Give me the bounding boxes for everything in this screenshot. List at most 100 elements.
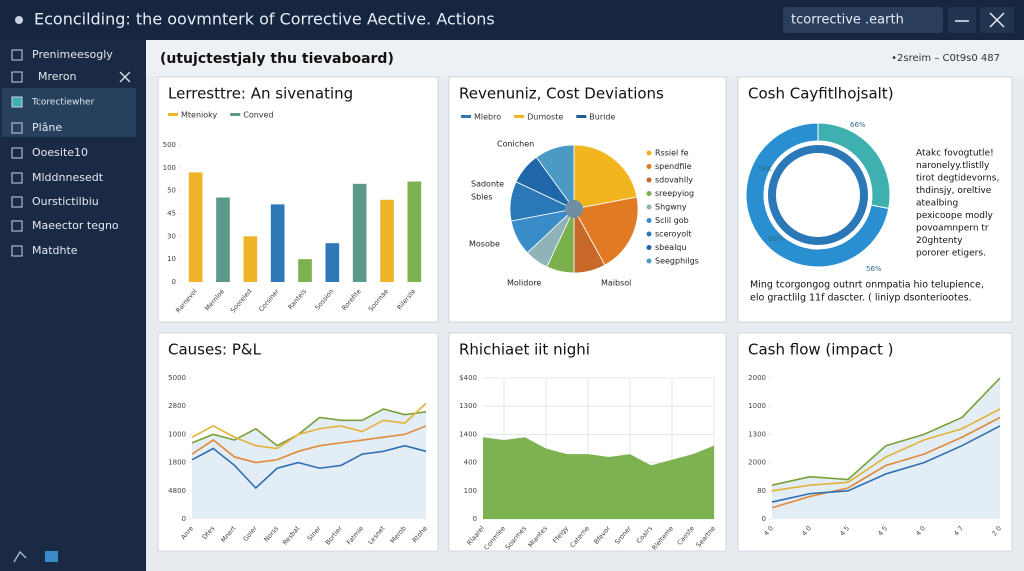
donut-text: atealbing [916,199,958,209]
sidebar-item[interactable]: Mreron [38,70,77,83]
sidebar-item[interactable]: Plâne [32,121,62,134]
donut-segment [745,122,890,268]
bottom-icon[interactable] [45,551,58,562]
donut-inner-ring [768,145,868,245]
window-title: Econcilding: the oovmnterk of Corrective… [34,10,495,29]
line-series [191,425,427,464]
line-series [191,444,427,490]
search-box[interactable] [783,7,943,33]
sidebar-selection [2,88,136,137]
pie-annotation: Sadonte [471,180,504,189]
dashboard-header [146,40,1024,76]
status-text: •2sreim – C0t9s0 487 [891,53,1000,64]
sidebar-item[interactable]: Ooesite10 [32,146,88,159]
sidebar-item[interactable]: Prenimeesogly [32,48,113,61]
line-series [771,408,1001,492]
y-tick-label: 0 [762,515,766,523]
sidebar-item[interactable]: Maeector tegno [32,219,119,232]
bar [216,197,230,282]
list-label: sreepyiog [655,189,694,198]
y-tick-label: 0 [182,515,186,523]
legend-label: Conved [243,111,273,120]
y-tick-label: 10 [167,255,176,263]
list-bullet [646,191,652,196]
y-tick-label: 1800 [168,459,186,467]
minimize-button[interactable] [948,7,976,33]
y-tick-label: 45 [167,210,176,218]
bar [407,181,422,282]
legend-label: Mtenioky [181,111,217,120]
bar [298,259,312,282]
list-label: Rssiel fe [655,149,689,158]
line-series [191,402,427,450]
y-tick-label: 0 [172,278,176,286]
y-tick-label: 0 [473,515,477,523]
list-bullet [646,218,652,223]
sidebar-icon [11,172,23,184]
sidebar-icon [11,71,23,83]
sidebar-item[interactable]: Ourstictilbiu [32,195,99,208]
sidebar-icon [11,49,23,61]
chart-title: Causes: P&L [168,341,262,359]
donut-text: povoamnpern tr [916,224,989,234]
sidebar-item[interactable]: Matdhte [32,244,78,257]
chart-title: Lerresttre: An sivenating [168,85,353,103]
y-tick-label: 1300 [459,402,477,410]
donut-text: pororer etigers. [916,249,986,259]
sidebar-icon [11,147,23,159]
pie-annotation: Sbles [471,193,492,202]
sidebar-item[interactable]: Tcorectiewher [31,98,95,108]
sidebar-icon [11,220,23,232]
y-tick-label: 400 [464,459,477,467]
list-bullet [646,164,652,169]
sidebar-item[interactable]: Mlddnnesedt [32,171,104,184]
list-label: sbealqu [655,243,686,252]
list-label: Seegphilgs [655,257,699,266]
legend-swatch [514,115,525,118]
legend-swatch [576,115,587,118]
chart-title: Cosh Cayfitlhojsalt) [748,85,894,103]
bar [352,183,367,282]
y-tick-label: 1300 [748,430,766,438]
y-tick-label: 80 [757,487,766,495]
area-fill [192,409,426,519]
close-item-icon[interactable] [119,71,131,83]
bar [270,204,285,282]
search-text: tcorrective .earth [791,13,904,28]
bar [243,236,258,282]
line-series [771,377,1001,486]
bottom-icon[interactable] [13,550,27,563]
donut-text: tirot degtidevorns, [916,174,999,184]
pie-annotation: Conichen [497,140,534,149]
donut-text: thdinsjy, oreltive [916,186,992,196]
donut-text: Atakc fovogtutle! [916,149,994,159]
y-tick-label: 500 [163,141,176,149]
y-tick-label: 1000 [748,402,766,410]
sidebar-icon [11,122,23,134]
y-tick-label: 2800 [168,402,186,410]
donut-text: pexicoope modly [916,211,993,221]
dashboard-title: (utujctestjaly thu tievaboard) [160,51,394,67]
bar [188,172,203,282]
list-label: sdovahlly [655,176,693,185]
y-tick-label: 2000 [748,374,766,382]
window-dot [15,16,23,24]
donut-annotation: 56K [758,165,772,173]
y-tick-label: 1000 [168,430,186,438]
chart-title: Cash flow (impact ) [748,341,894,359]
y-tick-label: 30 [167,232,176,240]
pie-center [565,200,583,218]
legend-swatch [461,115,471,118]
chart-title: Revenuniz, Cost Deviations [459,85,664,103]
donut-text: naronelyy.tlistlly [916,161,990,171]
y-tick-label: 100 [163,164,176,172]
list-label: spendfile [655,162,692,171]
y-tick-label: $400 [459,374,477,382]
y-tick-label: 4800 [168,487,186,495]
line-series [191,408,427,447]
bar [380,199,394,282]
y-tick-label: 100 [464,487,477,495]
list-bullet [646,150,652,156]
area [483,437,714,519]
